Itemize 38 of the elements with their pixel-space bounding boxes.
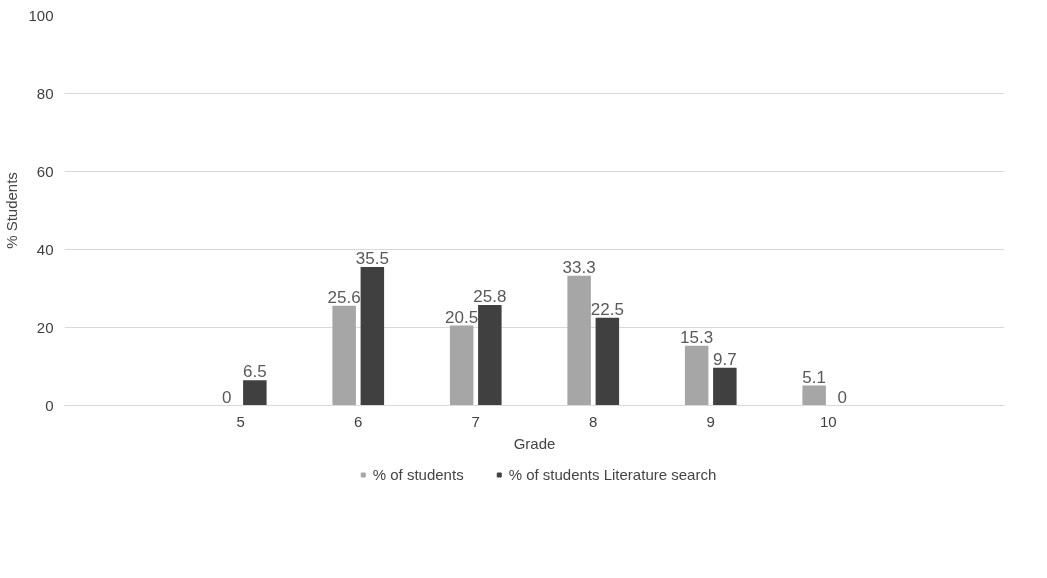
- x-tick-label: 7: [471, 412, 480, 430]
- data-label: 0: [221, 387, 232, 407]
- legend-label: % of students Literature search: [508, 465, 717, 483]
- x-tick-label: 9: [706, 412, 715, 430]
- bar: [478, 304, 502, 406]
- y-tick-label: 60: [36, 162, 54, 180]
- legend-label: % of students: [372, 465, 464, 483]
- data-label: 20.5: [445, 307, 479, 327]
- data-label: 22.5: [590, 299, 624, 319]
- data-label: 5.1: [802, 367, 826, 387]
- bar: [332, 305, 356, 406]
- x-tick-label: 5: [236, 412, 245, 430]
- y-tick-label: 40: [36, 240, 54, 258]
- bar: [595, 317, 620, 406]
- data-label: 33.3: [562, 257, 596, 277]
- x-tick-label: 6: [354, 412, 363, 430]
- x-tick-label: 8: [589, 412, 598, 430]
- data-label: 0: [837, 387, 848, 407]
- x-axis-title: Grade: [513, 434, 556, 452]
- data-label: 6.5: [243, 362, 267, 382]
- x-tick-label: 10: [819, 412, 837, 430]
- y-axis-title: % Students: [3, 172, 21, 249]
- bar: [713, 367, 737, 406]
- data-label: 35.5: [355, 249, 389, 269]
- data-label: 9.7: [713, 349, 737, 369]
- bar: [567, 275, 591, 406]
- bar: [449, 325, 474, 406]
- data-label: 25.8: [473, 286, 507, 306]
- y-tick-label: 80: [36, 84, 54, 102]
- bar: [360, 267, 385, 406]
- y-tick-label: 0: [45, 396, 54, 414]
- y-tick-label: 100: [28, 6, 54, 24]
- bar: [684, 345, 709, 406]
- data-label: 25.6: [327, 287, 361, 307]
- y-tick-label: 20: [36, 318, 54, 336]
- bar: [802, 385, 826, 406]
- data-label: 15.3: [680, 327, 714, 347]
- bar: [243, 380, 267, 406]
